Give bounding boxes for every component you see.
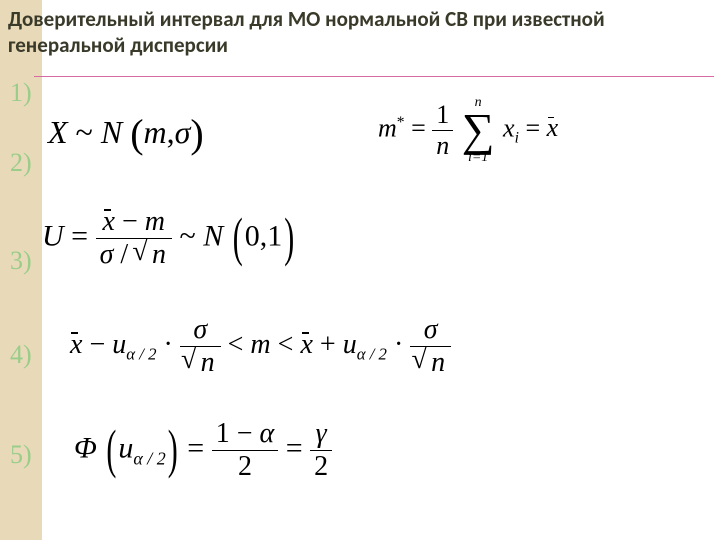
xbar-r: x xyxy=(300,329,312,361)
frac-gamma: γ 2 xyxy=(310,418,332,483)
sub-l: α / 2 xyxy=(126,345,156,364)
arg-m: m xyxy=(144,114,167,150)
lt-1: < xyxy=(228,329,244,360)
sigma-symbol: ∑ xyxy=(462,104,495,155)
dot-l: · xyxy=(164,329,173,360)
sigma-l: σ xyxy=(180,314,221,347)
paren-open: ( xyxy=(130,111,143,156)
paren-open-4: ( xyxy=(106,420,116,481)
list-number-4: 4) xyxy=(10,340,32,370)
sqrt-den-r: n xyxy=(410,347,451,379)
list-number-3: 3) xyxy=(10,246,32,276)
list-number-5: 5) xyxy=(10,440,32,470)
minus-op: − xyxy=(89,329,105,360)
x-bar: x xyxy=(547,113,559,143)
list-number-2: 2) xyxy=(10,148,32,178)
paren-close-4: ) xyxy=(168,420,178,481)
dist-N: N xyxy=(101,114,122,150)
sum-upper: n xyxy=(462,95,495,111)
paren-close-2: ) xyxy=(284,208,294,269)
var-X: X xyxy=(48,114,68,150)
u-r: u xyxy=(343,329,357,360)
formula-distribution: X ~ N (m,σ) xyxy=(48,110,204,157)
title-divider xyxy=(34,76,714,77)
arg-0: 0 xyxy=(245,219,260,252)
num-gamma: γ xyxy=(310,418,332,451)
phi-symbol: Φ xyxy=(74,431,97,464)
arg-1: 1 xyxy=(267,219,282,252)
u-l: u xyxy=(112,329,126,360)
dot-r: · xyxy=(394,329,403,360)
sup-star: * xyxy=(397,114,405,131)
sum-index: i xyxy=(515,130,519,147)
sub-4: α / 2 xyxy=(133,448,165,468)
xbar-l: x xyxy=(70,329,82,361)
var-U: U xyxy=(42,219,64,252)
sigma-2: σ xyxy=(100,239,114,270)
den-2-l: 2 xyxy=(212,451,279,483)
tilde: ~ xyxy=(76,114,93,150)
sum-var: x xyxy=(503,113,515,142)
num-alpha: 1 − α xyxy=(212,418,279,451)
sigma-r: σ xyxy=(410,314,451,347)
sqrt-n: n xyxy=(135,239,168,271)
frac-sigma-n-l: σ n xyxy=(180,314,221,379)
formula-confidence-interval: x − uα / 2 · σ n < m < x + uα / 2 · σ n xyxy=(70,314,451,379)
frac-den: n xyxy=(432,131,453,161)
paren-open-2: ( xyxy=(233,208,243,269)
fraction-main: x − m σ / n xyxy=(96,206,172,271)
formula-phi: Φ (uα / 2) = 1 − α 2 = γ 2 xyxy=(74,418,332,483)
frac-alpha: 1 − α 2 xyxy=(212,418,279,483)
sum-lower: i=1 xyxy=(462,150,495,166)
arg-sigma: σ xyxy=(175,114,191,150)
var-m-2: m xyxy=(145,206,165,237)
slide-title: Доверительный интервал для МО нормальной… xyxy=(8,6,708,59)
frac-denominator: σ / n xyxy=(96,239,172,271)
lt-2: < xyxy=(278,329,294,360)
plus-op: + xyxy=(320,329,336,360)
sqrt-den-l: n xyxy=(180,347,221,379)
frac-num: 1 xyxy=(432,100,453,131)
frac-numerator: x − m xyxy=(96,206,172,239)
list-number-1: 1) xyxy=(10,78,32,108)
x-bar-2: x xyxy=(103,206,115,238)
var-m-3: m xyxy=(250,329,270,360)
formula-standardized: U = x − m σ / n ~ N (0,1) xyxy=(42,206,296,271)
paren-close: ) xyxy=(190,111,203,156)
den-2-r: 2 xyxy=(310,451,332,483)
var-m: m xyxy=(378,113,397,142)
sub-r: α / 2 xyxy=(357,345,387,364)
tilde-2: ~ xyxy=(179,219,195,252)
summation: n ∑ i=1 xyxy=(462,109,495,152)
frac-sigma-n-r: σ n xyxy=(410,314,451,379)
u-4: u xyxy=(118,431,133,464)
dist-N-2: N xyxy=(203,219,223,252)
fraction-1-n: 1 n xyxy=(432,100,453,161)
formula-sample-mean: m* = 1 n n ∑ i=1 xi = x xyxy=(378,100,558,161)
